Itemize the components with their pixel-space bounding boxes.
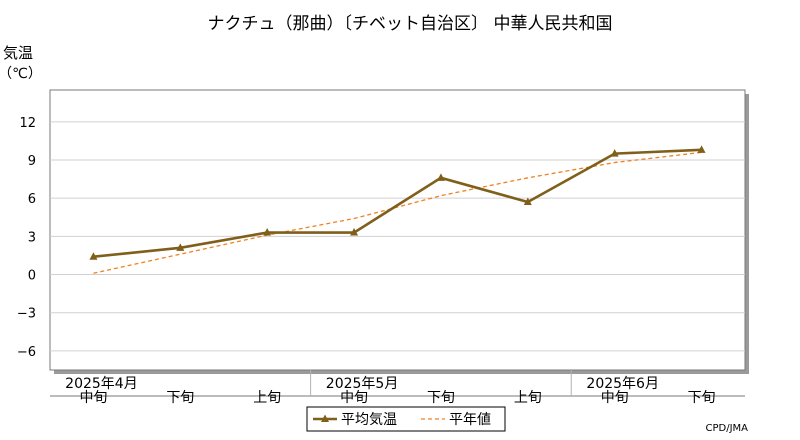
legend-label-normal: 平年値 xyxy=(449,412,491,428)
y-axis-label: 気温 xyxy=(3,44,33,62)
x-tick-label: 下旬 xyxy=(427,390,455,406)
x-tick-label: 下旬 xyxy=(688,390,716,406)
x-tick-label: 中旬 xyxy=(79,390,107,406)
legend-marker-mean-temp xyxy=(321,414,329,422)
data-point-marker xyxy=(350,228,359,236)
data-point-marker xyxy=(523,197,532,205)
legend: 平均気温 平年値 xyxy=(306,406,506,432)
data-point-marker xyxy=(89,252,98,260)
y-tick-label: −3 xyxy=(17,307,36,322)
month-label: 2025年6月 xyxy=(586,376,659,392)
plot-frame xyxy=(49,89,746,371)
series-line-mean-temp xyxy=(93,148,702,259)
y-tick-label: 12 xyxy=(19,116,36,131)
month-label: 2025年5月 xyxy=(326,376,399,392)
y-tick-label: 9 xyxy=(28,154,36,169)
data-point-marker xyxy=(263,228,272,236)
x-tick-label: 中旬 xyxy=(601,390,629,406)
y-axis-unit: （℃） xyxy=(0,66,42,82)
series-line-normal xyxy=(93,151,702,274)
x-tick-label: 中旬 xyxy=(340,390,368,406)
data-point-marker xyxy=(176,243,185,251)
x-tick-label: 下旬 xyxy=(166,390,194,406)
chart-title: ナクチュ（那曲）〔チベット自治区〕 中華人民共和国 xyxy=(208,14,613,34)
y-tick-label: 3 xyxy=(28,230,36,245)
data-point-marker xyxy=(610,149,619,157)
month-label: 2025年4月 xyxy=(65,376,138,392)
x-tick-label: 上旬 xyxy=(253,390,281,406)
legend-box xyxy=(306,406,506,432)
source-credit: CPD/JMA xyxy=(706,423,749,434)
y-tick-label: 6 xyxy=(28,192,36,207)
data-point-marker xyxy=(436,173,445,181)
legend-label-mean-temp: 平均気温 xyxy=(341,412,397,428)
y-tick-label: 0 xyxy=(28,269,36,284)
data-point-marker xyxy=(697,145,706,153)
x-tick-label: 上旬 xyxy=(514,390,542,406)
y-tick-label: −6 xyxy=(17,345,36,360)
plot-area: −6 −3 0 3 6 9 12 中旬 下旬 上旬 中旬 下旬 上旬 中旬 下旬 2025年4月 2025年5月… xyxy=(17,89,749,406)
